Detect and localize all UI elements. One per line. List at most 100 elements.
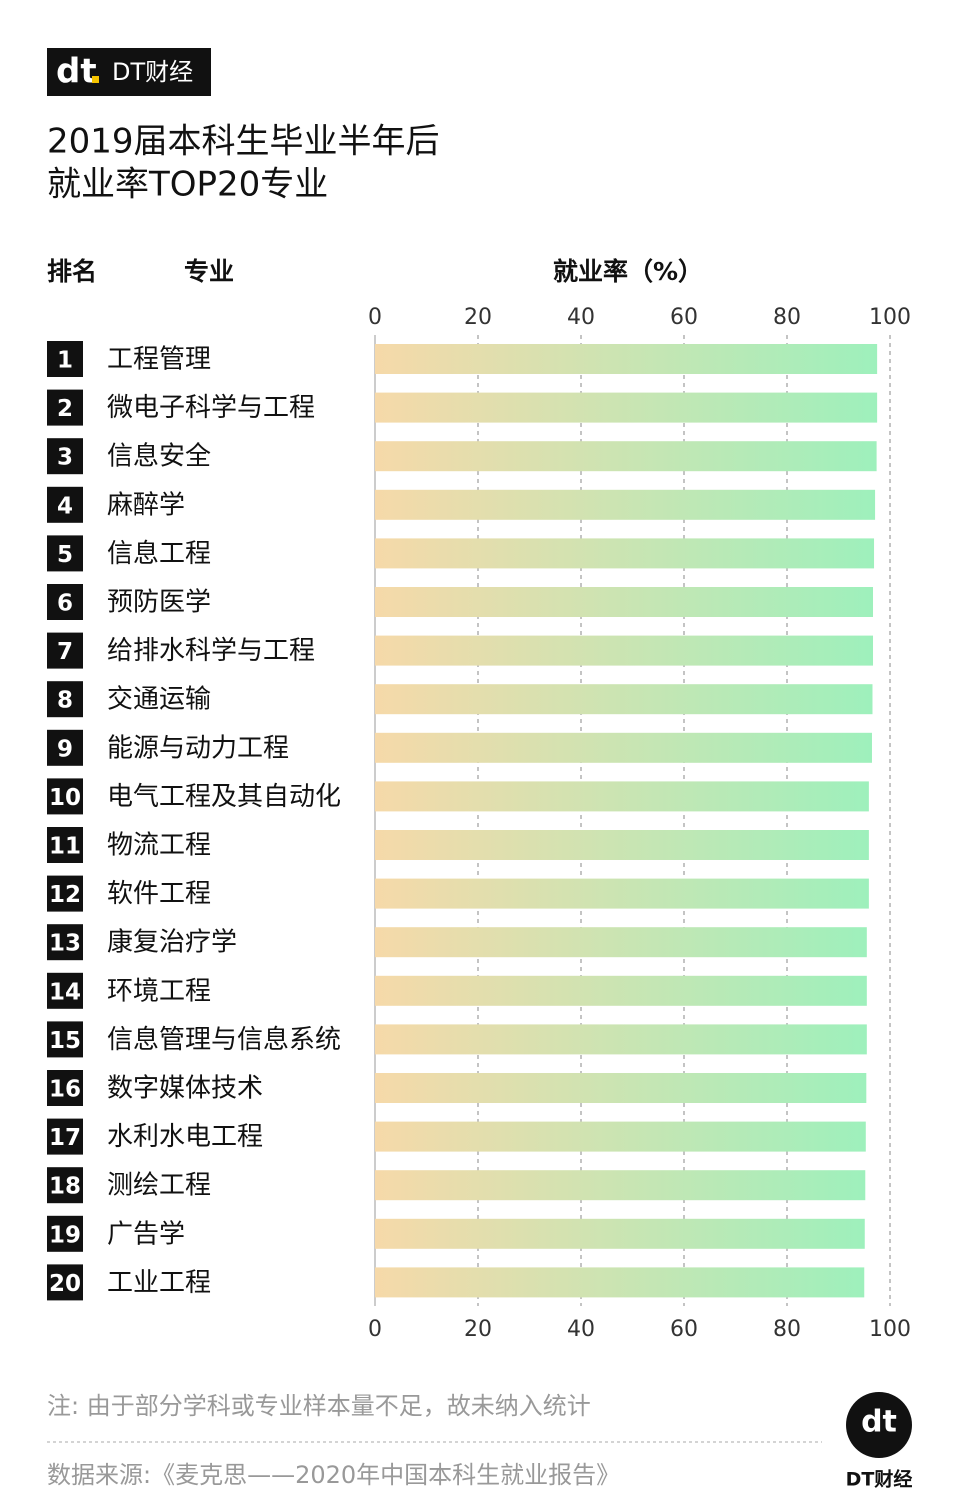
y-tick-label: 环境工程 bbox=[107, 976, 211, 1006]
rank-label: 3 bbox=[57, 445, 73, 471]
y-tick-label: 信息工程 bbox=[107, 539, 211, 569]
y-tick-label: 水利水电工程 bbox=[107, 1122, 263, 1152]
rank-label: 4 bbox=[57, 493, 73, 519]
rank-label: 12 bbox=[49, 882, 81, 908]
rank-box bbox=[47, 1264, 83, 1301]
bar bbox=[375, 1218, 865, 1249]
rank-label: 11 bbox=[49, 834, 81, 860]
rank-label: 19 bbox=[49, 1222, 81, 1248]
y-tick-label: 信息管理与信息系统 bbox=[107, 1025, 341, 1055]
x-tick-label: 40 bbox=[567, 1317, 595, 1342]
rank-label: 14 bbox=[49, 979, 81, 1005]
rank-box bbox=[47, 584, 83, 620]
bar bbox=[375, 684, 873, 715]
x-tick-label: 0 bbox=[368, 305, 382, 330]
x-tick-label: 0 bbox=[368, 1317, 382, 1342]
rank-label: 16 bbox=[49, 1077, 81, 1103]
rank-label: 7 bbox=[57, 639, 73, 665]
rank-box bbox=[47, 1118, 83, 1155]
bar bbox=[375, 1267, 865, 1298]
logo-mark: dt bbox=[861, 1405, 897, 1440]
y-tick-label: 数字媒体技术 bbox=[107, 1074, 263, 1104]
logo-circle bbox=[846, 1392, 912, 1458]
x-tick-label: 40 bbox=[567, 305, 595, 330]
bar bbox=[375, 1073, 867, 1103]
bar bbox=[375, 927, 867, 958]
x-tick-label: 20 bbox=[464, 305, 492, 330]
y-tick-label: 预防医学 bbox=[107, 588, 211, 618]
x-tick-label: 80 bbox=[773, 305, 801, 330]
rank-box bbox=[47, 1021, 83, 1058]
source: 数据来源:《麦克思——2020年中国本科生就业报告》 bbox=[47, 1461, 620, 1489]
y-tick-label: 测绘工程 bbox=[107, 1171, 211, 1201]
rank-box bbox=[47, 535, 83, 572]
bar bbox=[375, 1170, 866, 1201]
rank-box bbox=[47, 632, 83, 669]
rank-box bbox=[47, 1070, 83, 1106]
rank-label: 1 bbox=[57, 348, 73, 374]
rank-box bbox=[47, 389, 83, 426]
category-header: 专业 bbox=[184, 257, 234, 286]
rank-label: 5 bbox=[57, 542, 73, 568]
y-tick-label: 电气工程及其自动化 bbox=[107, 782, 341, 812]
rank-label: 18 bbox=[49, 1174, 81, 1200]
logo-mark: dt bbox=[56, 52, 97, 92]
y-tick-label: 交通运输 bbox=[107, 685, 211, 715]
bar bbox=[375, 392, 878, 423]
rank-box bbox=[47, 875, 83, 912]
rank-label: 15 bbox=[49, 1028, 81, 1054]
x-tick-label: 80 bbox=[773, 1317, 801, 1342]
rank-label: 10 bbox=[49, 785, 81, 811]
rank-label: 6 bbox=[57, 591, 73, 617]
y-tick-label: 物流工程 bbox=[107, 831, 211, 861]
logo-text: DT财经 bbox=[112, 58, 193, 86]
rank-label: 17 bbox=[49, 1125, 81, 1151]
rank-label: 20 bbox=[49, 1271, 81, 1297]
rank-box bbox=[47, 438, 83, 475]
bar bbox=[375, 1024, 867, 1055]
bar bbox=[375, 489, 876, 520]
y-tick-label: 工业工程 bbox=[107, 1268, 211, 1298]
y-tick-label: 软件工程 bbox=[107, 879, 211, 909]
bar bbox=[375, 1121, 866, 1152]
rank-box bbox=[47, 681, 83, 718]
logo-dot bbox=[92, 76, 99, 83]
rank-label: 13 bbox=[49, 931, 81, 957]
rank-label: 9 bbox=[57, 736, 73, 762]
rank-header: 排名 bbox=[47, 257, 97, 286]
bar bbox=[375, 830, 869, 860]
rank-box bbox=[47, 778, 83, 815]
bar bbox=[375, 441, 877, 472]
bar bbox=[375, 635, 874, 666]
value-header: 就业率（%） bbox=[553, 257, 703, 286]
bar bbox=[375, 732, 872, 763]
rank-label: 8 bbox=[57, 688, 73, 714]
chart-title: 就业率TOP20专业 bbox=[47, 165, 328, 205]
logo-text: DT财经 bbox=[846, 1468, 913, 1491]
x-tick-label: 60 bbox=[670, 305, 698, 330]
rank-label: 2 bbox=[57, 396, 73, 422]
y-tick-label: 麻醉学 bbox=[107, 490, 185, 520]
y-tick-label: 广告学 bbox=[107, 1219, 185, 1249]
rank-box bbox=[47, 972, 83, 1009]
rank-box bbox=[47, 924, 83, 961]
y-tick-label: 康复治疗学 bbox=[107, 928, 237, 958]
y-tick-label: 能源与动力工程 bbox=[107, 733, 289, 763]
bar bbox=[375, 781, 869, 812]
logo-box bbox=[47, 48, 211, 96]
x-tick-label: 100 bbox=[869, 1317, 911, 1342]
rank-box bbox=[47, 341, 83, 377]
bar bbox=[375, 344, 878, 374]
x-tick-label: 100 bbox=[869, 305, 911, 330]
x-tick-label: 60 bbox=[670, 1317, 698, 1342]
y-tick-label: 信息安全 bbox=[107, 442, 211, 472]
rank-box bbox=[47, 1167, 83, 1204]
rank-box bbox=[47, 827, 83, 863]
bar bbox=[375, 538, 875, 569]
bar bbox=[375, 975, 867, 1006]
rank-box bbox=[47, 486, 83, 523]
bar bbox=[375, 878, 869, 909]
x-tick-label: 20 bbox=[464, 1317, 492, 1342]
bar bbox=[375, 587, 874, 617]
